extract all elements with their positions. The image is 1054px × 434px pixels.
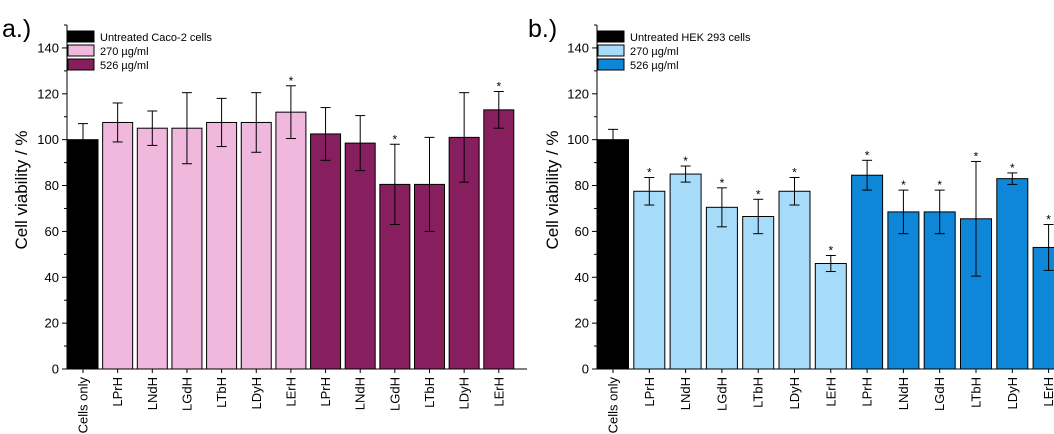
bar (669, 173, 702, 370)
x-tick-label: LTbH (969, 377, 984, 408)
y-tick-label: 120 (37, 86, 59, 101)
bar (814, 263, 847, 370)
y-tick-label: 0 (582, 362, 589, 377)
bar (923, 211, 956, 370)
x-tick-label: LDyH (249, 377, 264, 410)
x-tick-label: LGdH (179, 377, 194, 411)
y-tick-label: 80 (45, 178, 59, 193)
significance-marker: * (647, 166, 652, 180)
y-tick-label: 100 (567, 132, 589, 147)
legend-swatch (597, 58, 625, 71)
bar (344, 142, 376, 370)
chart-panel-b: b.) Cell viability / % 0 20 40 60 80 100 120 14… (528, 15, 1054, 433)
y-tick-label: 20 (45, 316, 59, 331)
y-tick-label: 40 (45, 270, 59, 285)
y-axis-label: Cell viability / % (543, 130, 562, 249)
x-tick-label: LErH (491, 377, 506, 407)
significance-marker: * (289, 74, 294, 88)
bar (136, 127, 168, 370)
bar (483, 109, 515, 370)
bar (851, 174, 884, 370)
x-tick-label: LPrH (318, 377, 333, 407)
y-tick-label: 0 (52, 362, 59, 377)
legend-swatch (67, 58, 95, 71)
significance-marker: * (393, 132, 398, 146)
legend-swatch (597, 30, 625, 43)
bar (67, 139, 99, 370)
bar (597, 139, 629, 370)
y-tick-label: 20 (575, 316, 589, 331)
x-tick-label: LDyH (1005, 377, 1020, 410)
legend-swatch (67, 30, 95, 43)
legend-label: 526 µg/ml (100, 60, 149, 72)
bar (778, 190, 811, 370)
significance-marker: * (496, 80, 501, 94)
significance-marker: * (756, 187, 761, 201)
bar (742, 215, 775, 370)
legend-swatch (597, 44, 625, 57)
x-tick-label: LPrH (860, 377, 875, 407)
legend-label: 270 µg/ml (100, 46, 149, 58)
y-tick-label: 40 (575, 270, 589, 285)
x-tick-label: LErH (283, 377, 298, 407)
y-axis-label: Cell viability / % (12, 130, 31, 249)
x-tick-label: LErH (1041, 377, 1054, 407)
x-tick-label: LDyH (457, 377, 472, 410)
x-tick-label: LPrH (642, 377, 657, 407)
bar (996, 178, 1029, 370)
legend-label: Untreated Caco-2 cells (100, 32, 212, 44)
legend-label: Untreated HEK 293 cells (630, 32, 751, 44)
bar (206, 121, 238, 370)
significance-marker: * (937, 178, 942, 192)
bar (1032, 246, 1054, 370)
x-tick-label: LErH (823, 377, 838, 407)
x-tick-label: LGdH (387, 377, 402, 411)
x-tick-label: LTbH (214, 377, 229, 408)
significance-marker: * (720, 176, 725, 190)
x-tick-label: Cells only (76, 377, 91, 434)
significance-marker: * (1010, 161, 1015, 175)
chart-panel-a: a.) Cell viability / % 0 20 40 60 80 100 120 14… (2, 15, 527, 433)
significance-marker: * (901, 178, 906, 192)
significance-marker: * (865, 148, 870, 162)
x-tick-label: LGdH (714, 377, 729, 411)
significance-marker: * (1046, 213, 1051, 227)
bar (275, 111, 307, 370)
bar (705, 206, 738, 370)
bar (310, 133, 342, 370)
x-tick-label: LNdH (896, 377, 911, 410)
y-tick-label: 80 (575, 178, 589, 193)
x-tick-label: LGdH (932, 377, 947, 411)
y-tick-label: 100 (37, 132, 59, 147)
legend-swatch (67, 44, 95, 57)
x-tick-label: LTbH (422, 377, 437, 408)
y-tick-label: 60 (45, 224, 59, 239)
bar (240, 121, 272, 370)
significance-marker: * (828, 243, 833, 257)
panel-label: b.) (528, 15, 557, 43)
panel-label: a.) (2, 15, 31, 43)
legend-label: 526 µg/ml (630, 60, 679, 72)
x-tick-label: LDyH (787, 377, 802, 410)
x-tick-label: Cells only (606, 377, 621, 434)
bar (171, 127, 203, 370)
x-tick-label: LNdH (353, 377, 368, 410)
y-tick-label: 140 (37, 40, 59, 55)
y-tick-label: 120 (567, 86, 589, 101)
significance-marker: * (683, 154, 688, 168)
legend-label: 270 µg/ml (630, 46, 679, 58)
bar (379, 183, 411, 370)
bar (102, 121, 134, 370)
x-tick-label: LPrH (110, 377, 125, 407)
y-tick-label: 60 (575, 224, 589, 239)
x-tick-label: LNdH (145, 377, 160, 410)
bar (633, 190, 666, 370)
significance-marker: * (792, 166, 797, 180)
x-tick-label: LTbH (751, 377, 766, 408)
y-tick-label: 140 (567, 40, 589, 55)
significance-marker: * (974, 149, 979, 163)
x-tick-label: LNdH (678, 377, 693, 410)
bar (887, 211, 920, 370)
